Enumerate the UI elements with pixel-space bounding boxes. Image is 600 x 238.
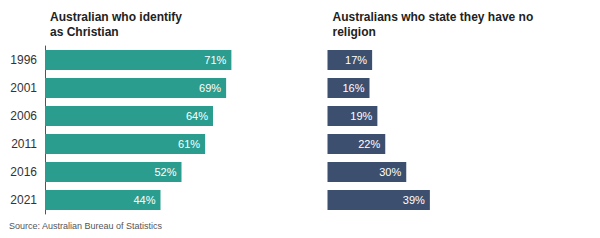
svg-text:30%: 30% <box>379 166 401 178</box>
svg-text:religion: religion <box>333 25 376 39</box>
svg-text:2006: 2006 <box>10 109 37 123</box>
svg-text:19%: 19% <box>350 110 372 122</box>
svg-text:52%: 52% <box>154 166 176 178</box>
svg-text:39%: 39% <box>403 194 425 206</box>
svg-text:69%: 69% <box>199 82 221 94</box>
svg-text:1996: 1996 <box>10 53 37 67</box>
svg-text:22%: 22% <box>358 138 380 150</box>
svg-text:17%: 17% <box>345 54 367 66</box>
svg-text:2016: 2016 <box>10 165 37 179</box>
svg-text:Australian who identify: Australian who identify <box>50 10 182 24</box>
svg-text:71%: 71% <box>204 54 226 66</box>
svg-text:Australians who state they hav: Australians who state they have no <box>333 10 534 24</box>
svg-text:as Christian: as Christian <box>50 25 119 39</box>
svg-text:2001: 2001 <box>10 81 37 95</box>
svg-text:64%: 64% <box>186 110 208 122</box>
svg-text:61%: 61% <box>178 138 200 150</box>
svg-text:16%: 16% <box>342 82 364 94</box>
svg-text:2021: 2021 <box>10 193 37 207</box>
svg-text:Source: Australian Bureau of S: Source: Australian Bureau of Statistics <box>9 221 163 231</box>
svg-text:2011: 2011 <box>11 137 37 151</box>
svg-text:44%: 44% <box>133 194 155 206</box>
